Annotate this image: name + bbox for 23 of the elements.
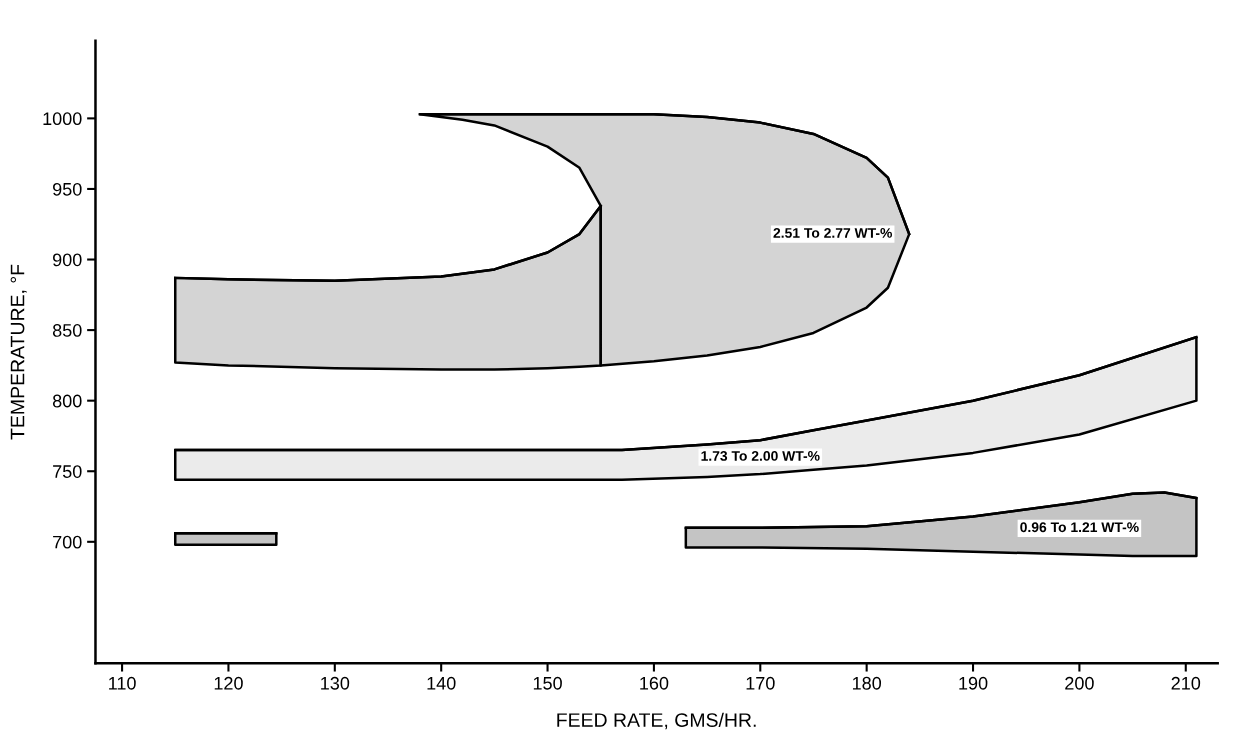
x-tick-label: 210 [1171,676,1201,690]
y-tick-label: 750 [53,465,82,478]
y-tick-label: 1000 [43,112,82,126]
series-label: 0.96 To 1.21 WT-% [1020,522,1139,533]
y-tick-label: 800 [52,394,82,408]
x-tick-label: 200 [1065,676,1094,690]
x-tick-label: 180 [852,676,882,690]
x-tick-label: 130 [321,676,350,690]
series-label: 1.73 To 2.00 WT-% [701,451,820,461]
x-tick-label: 170 [746,676,775,690]
x-tick-label: 190 [959,676,988,690]
y-axis-title: TEMPERATURE, °F [10,264,27,440]
series-label: 2.51 To 2.77 WT-% [773,228,893,238]
x-tick-label: 140 [427,676,456,690]
y-tick-label: 950 [53,182,82,196]
x-tick-label: 110 [109,676,136,690]
x-tick-label: 150 [533,676,562,690]
x-tick-label: 160 [640,676,669,690]
y-tick-label: 700 [53,535,82,549]
x-axis-title: FEED RATE, GMS/HR. [557,712,756,730]
y-tick-label: 850 [52,324,82,337]
x-tick-label: 120 [214,676,243,690]
y-tick-label: 900 [53,253,82,267]
